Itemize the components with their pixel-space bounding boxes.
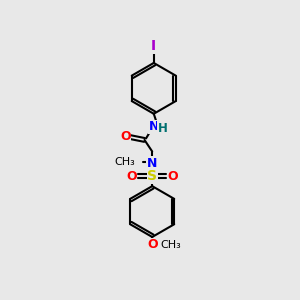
Text: CH₃: CH₃ [160,240,181,250]
Text: N: N [147,157,158,169]
Text: O: O [147,238,158,251]
Text: H: H [158,122,168,135]
Text: I: I [151,39,156,53]
Text: CH₃: CH₃ [115,157,135,166]
Text: O: O [120,130,130,143]
Text: O: O [168,169,178,183]
Text: N: N [148,120,159,134]
Text: O: O [126,169,137,183]
Text: S: S [147,169,157,183]
